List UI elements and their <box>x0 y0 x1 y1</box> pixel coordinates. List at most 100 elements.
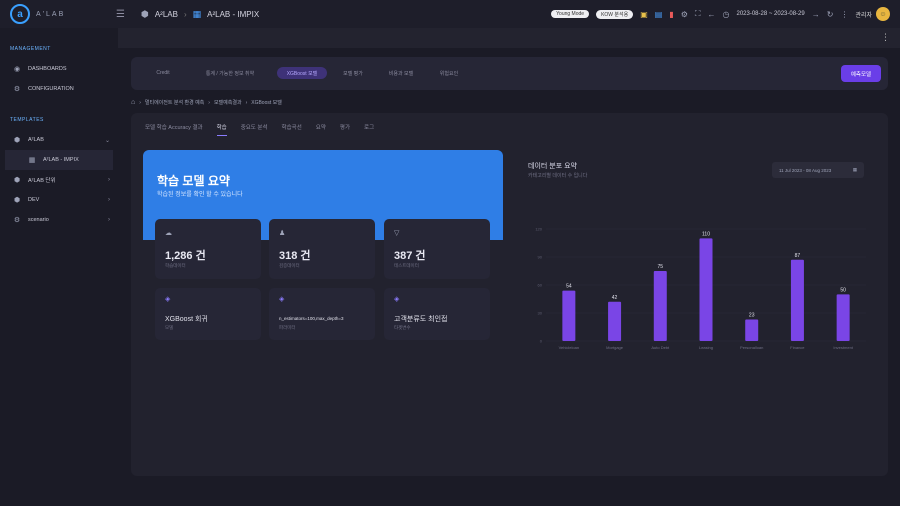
android-icon: ⬢ <box>140 8 149 19</box>
tab-evaluation[interactable]: 평가 <box>339 125 351 131</box>
chart-title: 데이터 분포 요약 <box>528 163 577 170</box>
sidebar-item-dev[interactable]: ⬢ DEV › <box>0 190 118 210</box>
bar-personalloan <box>745 319 759 341</box>
stat-value: 387 건 <box>394 250 426 262</box>
breadcrumb-item[interactable]: 모델예측결과 <box>213 100 242 106</box>
bar-value-label: 75 <box>658 264 664 270</box>
detail-label: 파라미터 <box>279 325 296 330</box>
fullscreen-icon[interactable]: ⛶ <box>694 9 701 18</box>
stat-label: 검증데이터 <box>279 263 300 268</box>
tab-xgboost[interactable]: XGBoost 모델 <box>277 67 327 79</box>
detail-card-target: ◈ 고객분류도 최인접 타겟변수 <box>384 288 490 340</box>
save-icon[interactable]: ▤ <box>654 9 663 19</box>
bar-value-label: 87 <box>795 253 801 259</box>
android-icon: ⬢ <box>13 177 21 184</box>
clock-icon[interactable]: ◷ <box>722 9 730 19</box>
dashboard-icon: ◉ <box>13 66 21 73</box>
x-tick-label: Investment <box>833 345 853 350</box>
bar-vehicleloan <box>562 290 576 341</box>
forward-icon[interactable]: → <box>811 9 820 19</box>
bar-value-label: 42 <box>612 295 618 301</box>
model-icon: ◈ <box>165 296 171 303</box>
y-tick-label: 90 <box>538 255 543 260</box>
x-tick-label: Finance <box>790 345 805 350</box>
sidebar-item-label: scenario <box>28 217 49 223</box>
stat-value: 1,286 건 <box>165 250 206 262</box>
grid-icon: ▦ <box>28 157 36 164</box>
crumb-alab[interactable]: A²LAB <box>154 9 178 19</box>
gear-icon: ⚙ <box>13 217 21 224</box>
tab-evaluation[interactable]: 모델 평가 <box>343 70 363 77</box>
detail-value: 고객분류도 최인접 <box>394 316 448 323</box>
alert-icon[interactable]: ▮ <box>669 9 674 19</box>
settings-icon[interactable]: ⚙ <box>680 9 688 19</box>
chart-subtitle: 카테고리별 데이터 수 입니다 <box>528 173 588 179</box>
top-bar: a A'LAB ☰ ⬢ A²LAB › ▦ A²LAB - IMPIX Youn… <box>0 0 900 28</box>
cloud-icon: ☁ <box>165 230 172 237</box>
detail-card-params: ◈ n_estimators=100,max_depth=3 파라미터 <box>269 288 375 340</box>
detail-label: 타겟변수 <box>394 325 411 330</box>
home-icon[interactable]: ⌂ <box>131 99 136 106</box>
back-icon[interactable]: ← <box>707 9 716 19</box>
analysis-pill[interactable]: KOW 분석용 <box>596 9 634 19</box>
x-tick-label: Vehicleloan <box>559 345 579 350</box>
detail-card-model: ◈ XGBoost 회귀 모델 <box>155 288 261 340</box>
y-tick-label: 120 <box>535 227 542 232</box>
tab-summary[interactable]: 요약 <box>315 125 326 131</box>
target-icon: ◈ <box>394 296 400 303</box>
chevron-right-icon: › <box>183 9 187 19</box>
sidebar-item-configuration[interactable]: ⚙ CONFIGURATION <box>0 79 118 99</box>
filter-icon: ▽ <box>394 230 400 237</box>
app-logo[interactable]: a A'LAB <box>0 4 116 24</box>
x-tick-label: Mortgage <box>606 345 624 350</box>
bar-mortgage <box>608 301 622 341</box>
tab-credit[interactable]: Credit <box>156 70 170 76</box>
sidebar-item-alab-impix[interactable]: ▦ A²LAB - IMPIX <box>5 150 113 170</box>
folder-icon[interactable]: ▣ <box>640 9 648 19</box>
user-name: 관리자 <box>855 12 872 19</box>
sidebar-item-dashboards[interactable]: ◉ DASHBOARDS <box>0 59 118 79</box>
date-range[interactable]: 2023-08-28 ~ 2023-08-29 <box>736 11 805 17</box>
sidebar-item-scenario[interactable]: ⚙ scenario › <box>0 210 118 230</box>
stat-value: 318 건 <box>279 250 311 262</box>
sidebar-item-alab[interactable]: ⬢ A²LAB ⌄ <box>0 130 118 150</box>
bar-investment <box>836 294 850 341</box>
tab-cost[interactable]: 비용과 모델 <box>388 70 414 77</box>
grid-icon: ▦ <box>192 8 202 19</box>
y-tick-label: 30 <box>538 311 543 316</box>
breadcrumb-sep: › <box>245 99 248 106</box>
stat-label: 학습데이터 <box>165 263 186 268</box>
tab-stats[interactable]: 통계 / 가능한 정보 취약 <box>205 70 255 77</box>
stat-card-train: ☁ 1,286 건 학습데이터 <box>155 219 261 279</box>
detail-value: n_estimators=100,max_depth=3 <box>279 316 344 321</box>
predict-model-button[interactable]: 예측모델 <box>841 65 881 82</box>
avatar[interactable]: ☺ <box>876 7 890 21</box>
more-options-icon[interactable]: ⋮ <box>881 32 890 42</box>
top-right-controls: Young Mode KOW 분석용 ▣ ▤ ▮ ⚙ ⛶ ← ◷ 2023-08… <box>551 0 890 28</box>
logo-text: A'LAB <box>36 10 66 18</box>
tab-learning-curve[interactable]: 학습곡선 <box>281 125 302 131</box>
more-icon[interactable]: ⋮ <box>840 9 849 19</box>
tab-training[interactable]: 학습 <box>216 123 227 136</box>
person-icon: ♟ <box>279 230 286 237</box>
refresh-icon[interactable]: ↻ <box>826 9 834 19</box>
gear-icon: ⚙ <box>13 86 21 93</box>
y-tick-label: 0 <box>540 339 543 344</box>
bar-value-label: 23 <box>749 313 755 319</box>
tab-accuracy[interactable]: 모델 학습 Accuracy 결과 <box>145 125 203 131</box>
tab-importance[interactable]: 중요도 분석 <box>240 125 268 131</box>
user-menu[interactable]: 관리자 ☺ <box>855 7 890 21</box>
menu-toggle-icon[interactable]: ☰ <box>116 8 125 20</box>
tab-risk[interactable]: 위험요인 <box>439 70 459 77</box>
chart-date-picker[interactable]: 11 Jul 2023 - 08 Aug 2023 ▦ <box>772 162 864 178</box>
crumb-impix[interactable]: A²LAB - IMPIX <box>207 9 260 19</box>
sidebar-item-label: A²LAB 단위 <box>28 178 56 184</box>
summary-title: 학습 모델 요약 <box>157 174 230 188</box>
mode-pill[interactable]: Young Mode <box>551 10 590 18</box>
params-icon: ◈ <box>279 296 285 303</box>
breadcrumb-item[interactable]: 멀티에이전트 분석 환경 예측 <box>144 100 205 106</box>
chevron-down-icon: ⌄ <box>104 137 110 144</box>
chevron-right-icon: › <box>108 177 110 183</box>
sidebar-item-alab-unit[interactable]: ⬢ A²LAB 단위 › <box>0 170 118 190</box>
tab-log[interactable]: 로그 <box>364 125 375 131</box>
